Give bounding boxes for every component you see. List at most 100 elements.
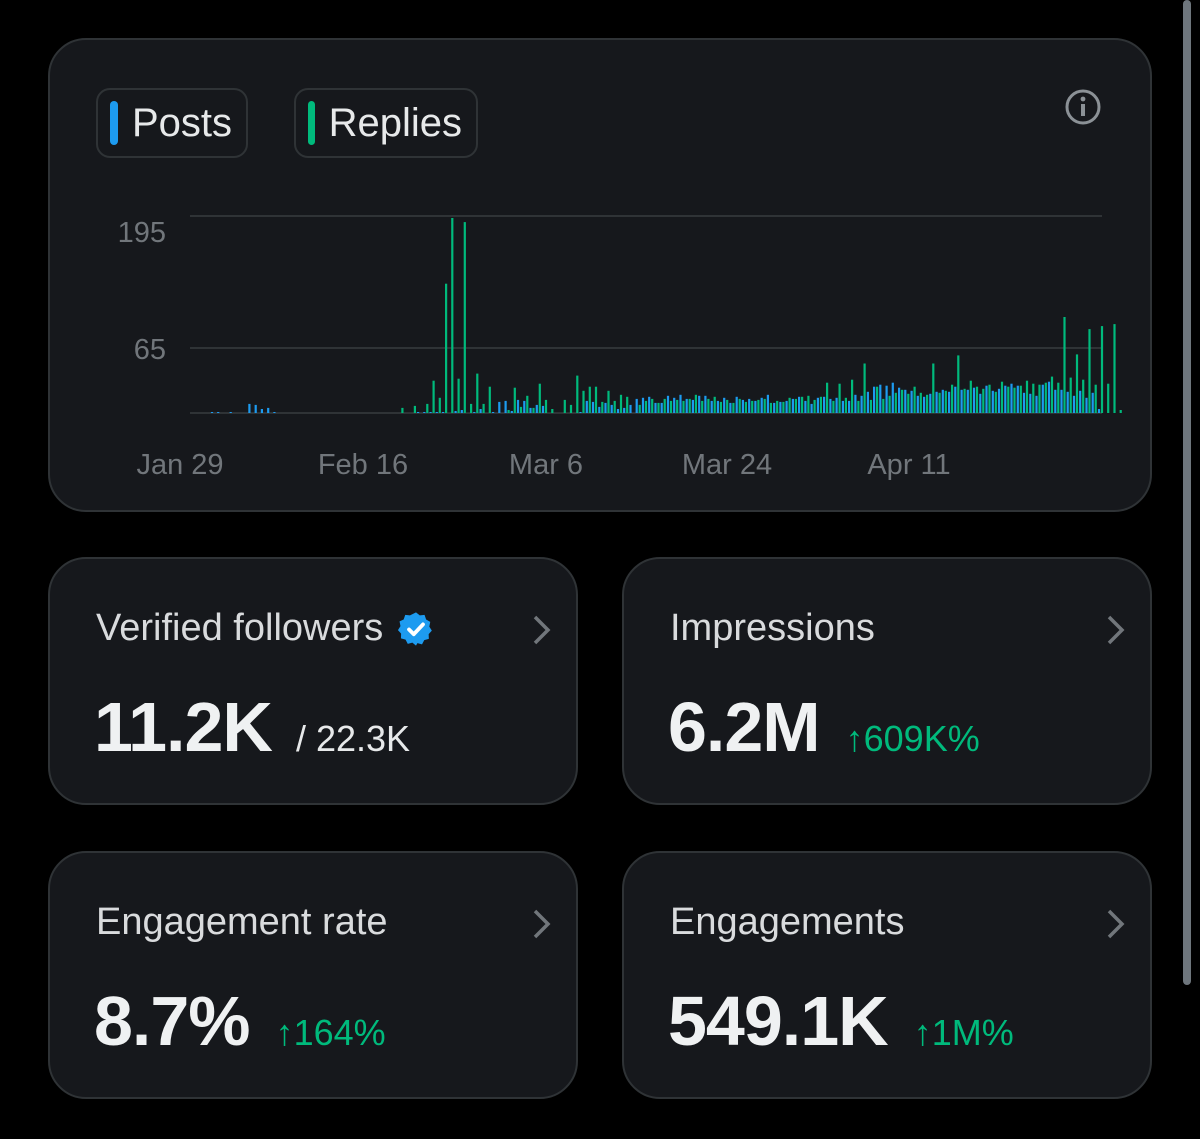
chevron-right-icon[interactable] [1104,905,1128,943]
replies-bar [876,386,879,413]
replies-bar [1107,383,1110,413]
replies-bar [738,398,741,413]
replies-bar [1038,384,1041,413]
posts-bar [1047,381,1051,413]
posts-bar [260,409,263,413]
posts-bar [654,402,657,413]
posts-bar [698,395,701,413]
posts-bar [929,393,932,413]
posts-bar [948,391,951,413]
posts-bar [417,412,420,413]
engagement-rate-title: Engagement rate [96,901,388,943]
info-circle-icon[interactable] [1064,88,1102,126]
engagements-title: Engagements [670,901,905,943]
replies-swatch [308,101,315,145]
replies-bar [1113,324,1116,413]
replies-bar [1075,354,1079,413]
posts-bar [1072,395,1076,413]
posts-bar [267,407,270,413]
chevron-right-icon[interactable] [1104,611,1128,649]
posts-bar [854,394,857,413]
replies-bar [1000,381,1004,413]
replies-bar [894,392,897,413]
posts-bar [479,409,482,413]
posts-bar [885,385,888,413]
replies-bar [669,400,673,413]
legend-replies-toggle[interactable]: Replies [294,88,478,158]
replies-bar [1050,376,1054,413]
x-tick-label: Mar 24 [682,449,772,481]
legend-posts-toggle[interactable]: Posts [96,88,248,158]
replies-bar [782,401,785,413]
posts-bar [229,412,232,413]
verified-followers-value: 11.2K [94,688,273,766]
posts-bar [954,386,957,413]
x-tick-label: Feb 16 [318,449,408,481]
replies-bar [751,400,754,413]
posts-bar [923,396,926,413]
posts-bar [1097,409,1101,413]
replies-bar [826,382,829,413]
replies-bar [975,386,979,413]
replies-bar [1019,385,1022,413]
replies-bar [532,407,535,413]
bar-chart: 195 65 Jan 29 Feb 16 Mar 6 Mar 24 Apr 11 [118,215,1122,481]
posts-bar [916,395,919,413]
replies-bar [463,222,466,413]
posts-bar [460,410,463,413]
posts-bar [523,400,526,413]
x-tick-label: Mar 6 [509,449,583,481]
chevron-right-icon[interactable] [530,611,554,649]
posts-bar [798,396,801,413]
replies-bar [863,363,866,413]
replies-bar [544,399,548,413]
engagement-rate-card[interactable]: Engagement rate 8.7% ↑164% [48,851,578,1099]
replies-bar [938,392,941,413]
posts-bar [498,401,501,413]
replies-bar [1044,382,1047,413]
replies-bar [445,283,448,413]
impressions-card[interactable]: Impressions 6.2M ↑609K% [622,557,1152,805]
replies-bar [1032,383,1035,413]
posts-bar [666,395,670,413]
posts-bar [723,397,726,413]
replies-bar [957,355,960,413]
replies-bar [569,404,573,413]
replies-bar [932,363,935,413]
replies-bar [988,384,991,413]
posts-bar [816,397,819,413]
replies-bar [838,383,841,413]
posts-bar [492,412,495,413]
chevron-right-icon[interactable] [530,905,554,943]
posts-bar [1091,392,1094,413]
posts-bar [810,403,813,413]
replies-bar [944,390,947,413]
impressions-value: 6.2M [668,688,821,766]
replies-bar [619,394,623,413]
verified-followers-card[interactable]: Verified followers 11.2K / 22.3K [48,557,578,805]
posts-bar [585,400,588,413]
replies-bar [919,392,922,413]
x-tick-label: Jan 29 [136,449,223,481]
replies-bar [926,394,929,413]
engagements-value: 549.1K [668,982,889,1060]
posts-bar [435,412,438,413]
engagement-rate-value: 8.7% [94,982,251,1060]
posts-bar [629,404,632,413]
posts-bar [804,400,807,413]
replies-bar [869,399,872,413]
replies-bar [844,397,847,413]
replies-bar [713,396,716,413]
posts-bar [1010,383,1013,413]
replies-bar [651,398,654,413]
replies-bar [451,218,454,413]
legend-replies-label: Replies [328,100,462,145]
replies-bar [432,380,435,413]
posts-bar [679,394,682,413]
verified-badge-icon [398,611,433,646]
engagements-card[interactable]: Engagements 549.1K ↑1M% [622,851,1152,1099]
posts-bar [1066,391,1069,413]
replies-bar [744,401,747,413]
scrollbar[interactable] [1183,0,1191,985]
replies-bar [482,403,485,413]
